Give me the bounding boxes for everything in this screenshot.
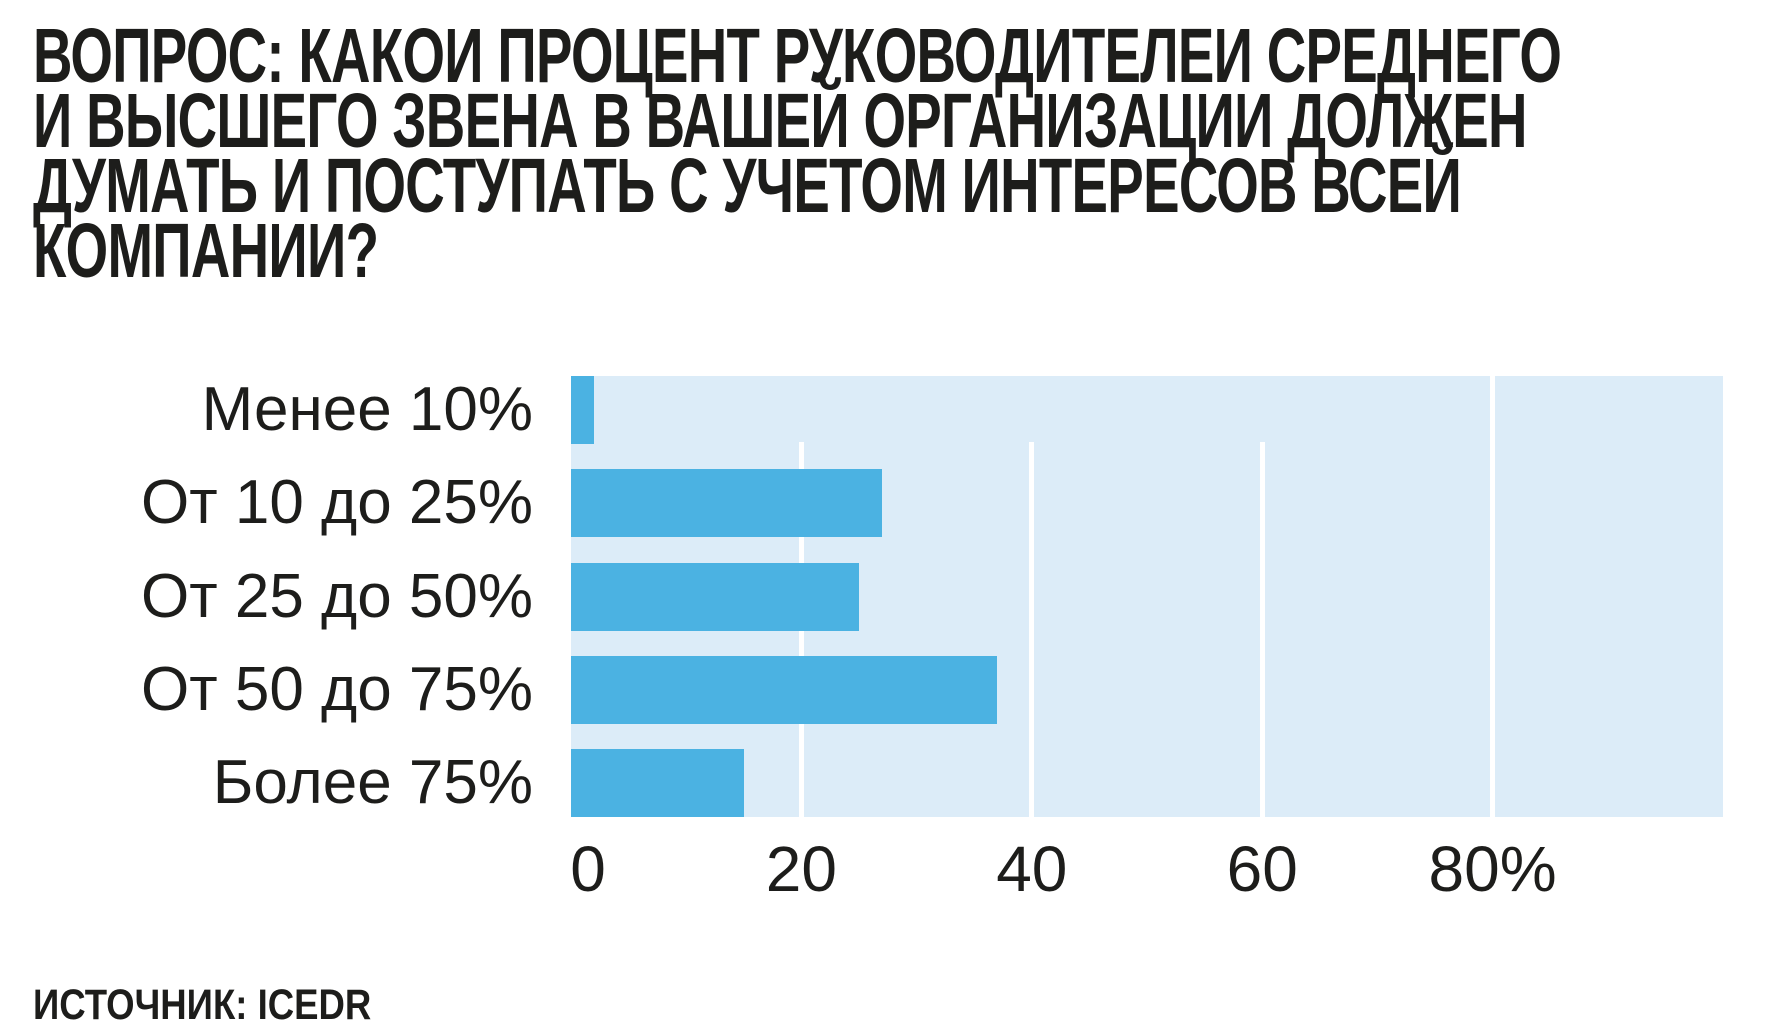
category-label-5: Более 75% (212, 748, 533, 817)
x-tick-label-80: 80% (1428, 833, 1557, 905)
category-label-2: От 10 до 25% (140, 468, 533, 537)
title-line-2: И ВЫСШЕГО ЗВЕНА В ВАШЕЙ ОРГАНИЗАЦИИ ДОЛЖ… (33, 78, 1527, 164)
bar-3 (571, 563, 859, 631)
title-line-3: ДУМАТЬ И ПОСТУПАТЬ С УЧЕТОМ ИНТЕРЕСОВ ВС… (33, 143, 1462, 229)
bar-5 (571, 749, 744, 817)
bar-4 (571, 656, 998, 724)
bar-1 (571, 376, 594, 444)
category-label-3: От 25 до 50% (140, 562, 533, 631)
chart-title: ВОПРОС: КАКОИ ПРОЦЕНТ РУКОВОДИТЕЛЕИ СРЕД… (33, 13, 1562, 294)
bar-2 (571, 469, 882, 537)
title-line-1: ВОПРОС: КАКОИ ПРОЦЕНТ РУКОВОДИТЕЛЕИ СРЕД… (33, 13, 1562, 99)
x-tick-label-60: 60 (1226, 833, 1298, 905)
gridline-80 (1490, 376, 1496, 817)
category-label-1: Менее 10% (201, 375, 533, 444)
gridline-40 (1029, 442, 1035, 817)
x-tick-label-40: 40 (996, 833, 1068, 905)
title-line-4: КОМПАНИИ? (33, 208, 379, 294)
category-label-4: От 50 до 75% (140, 655, 533, 724)
source-note: ИСТОЧНИК: ICEDR (33, 981, 372, 1029)
gridline-60 (1259, 442, 1265, 817)
x-tick-label-0: 0 (570, 833, 606, 905)
x-tick-label-20: 20 (765, 833, 837, 905)
bar-chart: Менее 10% От 10 до 25% От 25 до 50% От 50 д… (0, 375, 1791, 904)
plot-area (571, 376, 1723, 817)
